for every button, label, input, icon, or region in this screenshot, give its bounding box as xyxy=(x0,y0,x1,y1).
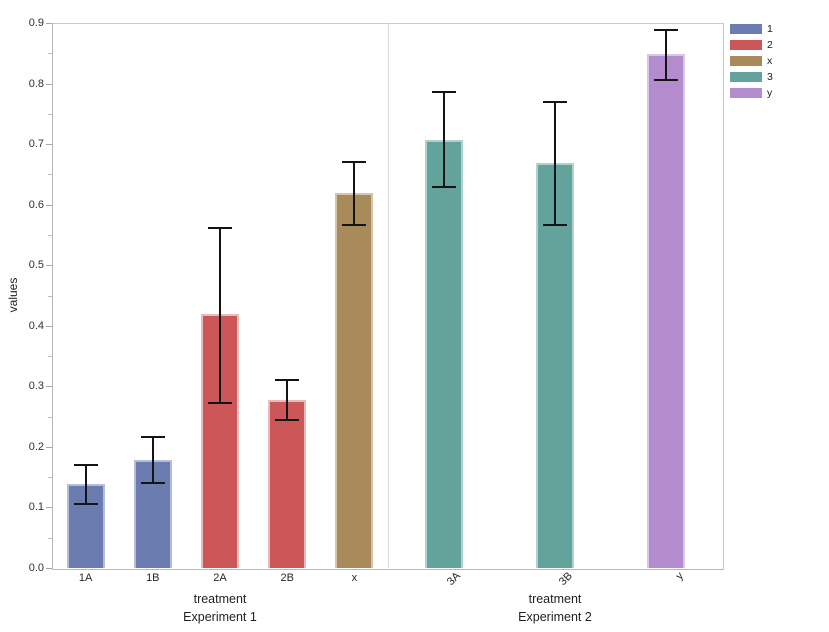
legend: 1 2 x 3 y xyxy=(730,21,773,101)
x-tick-label-3A: 3A xyxy=(445,570,464,589)
y-minor-tick xyxy=(48,477,52,479)
bar-3A xyxy=(424,139,463,568)
y-major-tick xyxy=(46,325,52,327)
bar-y xyxy=(647,54,686,568)
y-tick-label: 0.2 xyxy=(28,440,44,453)
error-cap-low-x xyxy=(342,224,367,227)
legend-item-1: 1 xyxy=(730,21,773,37)
x-tick-label-x: x xyxy=(351,572,358,584)
legend-swatch-2 xyxy=(730,40,762,50)
error-bar-1B xyxy=(151,437,154,484)
error-cap-low-1B xyxy=(140,482,165,485)
x-tick-label-1A: 1A xyxy=(78,572,93,584)
error-cap-low-3A xyxy=(431,185,456,188)
error-cap-low-1A xyxy=(73,503,98,506)
legend-label: 2 xyxy=(767,39,773,51)
y-major-tick xyxy=(46,386,52,388)
y-tick-label: 0.8 xyxy=(28,77,44,90)
y-major-tick xyxy=(46,446,52,448)
x-tick-label-2B: 2B xyxy=(280,572,294,584)
y-minor-tick xyxy=(48,174,52,176)
y-tick-label: 0.3 xyxy=(28,380,44,393)
bar-x xyxy=(335,193,374,568)
y-minor-tick xyxy=(48,416,52,418)
bar-3B xyxy=(536,163,574,568)
y-major-tick xyxy=(46,265,52,267)
y-minor-tick xyxy=(48,537,52,539)
legend-label: x xyxy=(767,55,773,67)
error-cap-low-2A xyxy=(208,401,232,404)
y-major-tick xyxy=(46,144,52,146)
bar-2B xyxy=(268,400,307,568)
error-cap-high-1B xyxy=(140,436,165,439)
legend-item-y: y xyxy=(730,85,773,101)
error-cap-low-3B xyxy=(543,224,567,227)
legend-swatch-x xyxy=(730,56,762,66)
y-tick-label: 0.5 xyxy=(28,259,44,272)
error-cap-high-3A xyxy=(431,91,456,94)
y-tick-label: 0.1 xyxy=(28,501,44,514)
y-minor-tick xyxy=(48,234,52,236)
error-bar-2A xyxy=(219,227,221,403)
error-cap-high-2A xyxy=(208,226,232,229)
facet-title: Experiment 1 xyxy=(183,610,257,624)
y-major-tick xyxy=(46,83,52,85)
error-bar-x xyxy=(353,161,356,226)
error-bar-1A xyxy=(84,465,87,505)
legend-swatch-y xyxy=(730,88,762,98)
error-cap-low-y xyxy=(654,78,679,81)
legend-label: 3 xyxy=(767,71,773,83)
legend-label: y xyxy=(767,87,773,99)
y-major-tick xyxy=(46,507,52,509)
error-cap-high-1A xyxy=(73,464,98,467)
y-axis-title: values xyxy=(6,277,20,313)
legend-item-3: 3 xyxy=(730,69,773,85)
facet-divider-line xyxy=(388,23,389,568)
error-bar-3A xyxy=(442,92,445,187)
x-tick-label-3B: 3B xyxy=(556,570,575,589)
error-bar-y xyxy=(665,30,668,80)
y-major-tick xyxy=(46,568,52,569)
error-cap-high-y xyxy=(654,29,679,32)
y-tick-label: 0.4 xyxy=(28,319,44,332)
facet-title: Experiment 2 xyxy=(518,610,592,624)
y-tick-label: 0.0 xyxy=(28,562,44,574)
x-axis-title: treatment xyxy=(528,592,582,606)
y-tick-label: 0.7 xyxy=(28,138,44,151)
x-tick-label-2A: 2A xyxy=(213,572,227,584)
x-axis-title: treatment xyxy=(193,592,247,606)
y-tick-label: 0.6 xyxy=(28,198,44,211)
y-minor-tick xyxy=(48,53,52,55)
x-tick-label-y: y xyxy=(673,570,686,583)
y-major-tick xyxy=(46,204,52,206)
error-cap-high-3B xyxy=(543,100,567,103)
legend-swatch-3 xyxy=(730,72,762,82)
y-minor-tick xyxy=(48,113,52,115)
legend-item-2: 2 xyxy=(730,37,773,53)
legend-swatch-1 xyxy=(730,24,762,34)
y-minor-tick xyxy=(48,356,52,358)
error-cap-high-2B xyxy=(275,379,300,382)
legend-label: 1 xyxy=(767,23,773,35)
x-tick-label-1B: 1B xyxy=(146,572,160,584)
error-bar-3B xyxy=(554,101,556,226)
y-tick-label: 0.9 xyxy=(28,17,44,29)
y-major-tick xyxy=(46,23,52,24)
error-bar-2B xyxy=(286,380,289,421)
legend-item-x: x xyxy=(730,53,773,69)
error-cap-low-2B xyxy=(275,419,300,422)
error-cap-high-x xyxy=(342,160,367,163)
y-minor-tick xyxy=(48,295,52,297)
